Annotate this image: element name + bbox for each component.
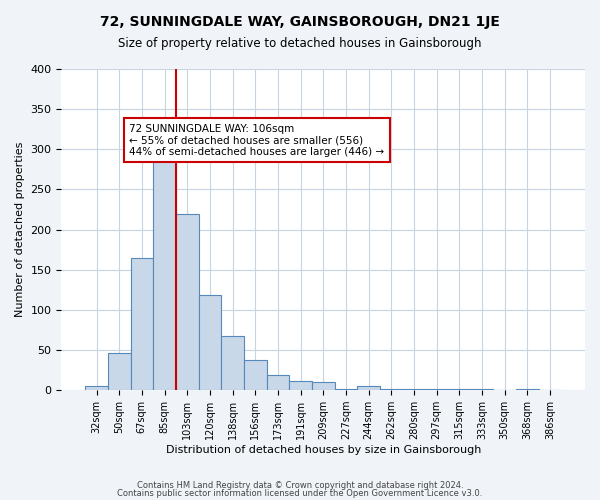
Bar — [244, 360, 266, 390]
Bar — [266, 375, 289, 390]
Text: Size of property relative to detached houses in Gainsborough: Size of property relative to detached ho… — [118, 38, 482, 51]
Bar — [153, 139, 176, 390]
Bar — [85, 386, 108, 390]
Bar — [312, 382, 335, 390]
Bar — [357, 386, 380, 390]
Bar — [176, 214, 199, 390]
Text: 72 SUNNINGDALE WAY: 106sqm
← 55% of detached houses are smaller (556)
44% of sem: 72 SUNNINGDALE WAY: 106sqm ← 55% of deta… — [130, 124, 385, 157]
Bar — [289, 382, 312, 390]
Y-axis label: Number of detached properties: Number of detached properties — [15, 142, 25, 318]
Bar — [108, 354, 131, 390]
Bar — [221, 336, 244, 390]
Text: Contains HM Land Registry data © Crown copyright and database right 2024.: Contains HM Land Registry data © Crown c… — [137, 481, 463, 490]
X-axis label: Distribution of detached houses by size in Gainsborough: Distribution of detached houses by size … — [166, 445, 481, 455]
Text: 72, SUNNINGDALE WAY, GAINSBOROUGH, DN21 1JE: 72, SUNNINGDALE WAY, GAINSBOROUGH, DN21 … — [100, 15, 500, 29]
Bar — [131, 258, 153, 390]
Text: Contains public sector information licensed under the Open Government Licence v3: Contains public sector information licen… — [118, 488, 482, 498]
Bar — [199, 294, 221, 390]
